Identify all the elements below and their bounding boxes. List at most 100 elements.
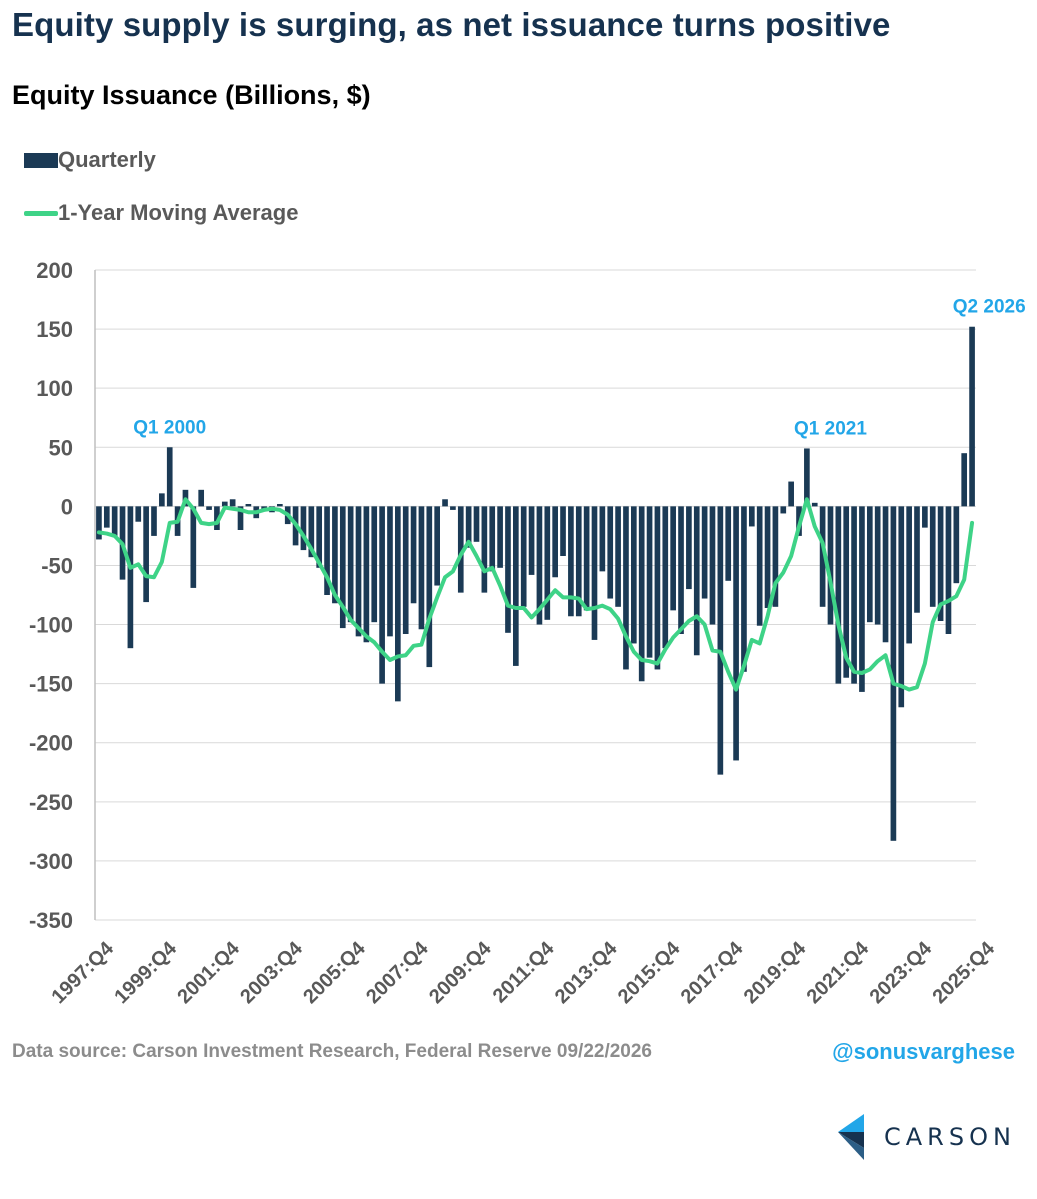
quarterly-bar xyxy=(709,506,716,625)
quarterly-bar xyxy=(355,506,362,637)
quarterly-bar xyxy=(859,506,865,692)
quarterly-bar xyxy=(457,506,464,593)
quarterly-bar xyxy=(772,506,779,607)
quarterly-bar xyxy=(646,506,653,658)
legend-label-moving-average: 1-Year Moving Average xyxy=(58,200,299,225)
quarterly-bar xyxy=(544,506,551,620)
quarterly-bar xyxy=(316,506,323,568)
annotation-label: Q2 2026 xyxy=(953,297,1026,318)
quarterly-bar xyxy=(520,506,527,607)
quarterly-bar xyxy=(914,506,920,613)
quarterly-bar xyxy=(135,506,142,522)
quarterly-bar xyxy=(151,506,157,536)
quarterly-bar xyxy=(300,506,307,551)
annotation-label: Q1 2000 xyxy=(133,417,206,438)
y-tick-label: -200 xyxy=(29,731,73,756)
quarterly-bar xyxy=(583,506,590,611)
quarterly-bar xyxy=(788,481,794,507)
quarterly-bar xyxy=(591,506,598,640)
quarterly-bar xyxy=(843,506,850,678)
quarterly-bar xyxy=(780,506,787,514)
quarterly-bar xyxy=(245,504,252,507)
x-tick-label: 2025:Q4 xyxy=(928,937,999,1008)
quarterly-bar xyxy=(741,506,747,672)
quarterly-bar xyxy=(670,506,676,611)
quarterly-bar xyxy=(159,493,165,507)
quarterly-bar xyxy=(693,506,700,656)
quarterly-bar xyxy=(638,506,645,682)
data-source: Data source: Carson Investment Research,… xyxy=(12,1041,652,1062)
quarterly-bar xyxy=(851,506,857,684)
quarterly-bar xyxy=(756,506,763,626)
x-tick-label: 2007:Q4 xyxy=(362,937,433,1008)
quarterly-bar xyxy=(190,506,197,588)
x-tick-label: 2003:Q4 xyxy=(236,937,307,1008)
carson-logo-text: CARSON xyxy=(884,1123,1016,1151)
quarterly-bar xyxy=(221,501,228,507)
quarterly-bar xyxy=(748,506,755,527)
quarterly-bar xyxy=(505,506,511,633)
chart-title: Equity Issuance (Billions, $) xyxy=(12,80,371,110)
y-tick-label: -300 xyxy=(29,849,73,874)
y-tick-label: -250 xyxy=(29,790,73,815)
quarterly-bar xyxy=(827,506,834,625)
quarterly-bar xyxy=(623,506,629,670)
x-tick-label: 1999:Q4 xyxy=(110,937,181,1008)
quarterly-bar xyxy=(945,506,952,634)
quarterly-bar xyxy=(953,506,960,584)
quarterly-bar xyxy=(450,506,456,510)
quarterly-bar xyxy=(418,506,425,630)
quarterly-bar xyxy=(229,499,236,507)
x-tick-label: 2019:Q4 xyxy=(740,937,811,1008)
x-tick-label: 2015:Q4 xyxy=(614,937,685,1008)
quarterly-bar xyxy=(969,326,975,507)
quarterly-bar xyxy=(686,506,692,590)
y-tick-label: -50 xyxy=(41,553,73,578)
quarterly-bar xyxy=(347,506,354,623)
quarterly-bar xyxy=(890,506,897,841)
quarterly-bar xyxy=(874,506,881,625)
x-tick-label: 1997:Q4 xyxy=(47,937,118,1008)
quarterly-bar xyxy=(599,506,606,572)
annotation-label: Q1 2021 xyxy=(794,418,867,439)
quarterly-bar xyxy=(198,489,205,507)
quarterly-bar xyxy=(489,506,496,572)
carson-logo: CARSON xyxy=(836,1112,1016,1162)
quarterly-bar xyxy=(237,506,244,530)
quarterly-bar xyxy=(206,506,212,510)
quarterly-bar xyxy=(733,506,739,761)
quarterly-bar xyxy=(536,506,543,625)
quarterly-bar xyxy=(717,506,724,775)
quarterly-bar xyxy=(465,506,472,548)
quarterly-bar xyxy=(395,506,401,702)
quarterly-bar xyxy=(898,506,905,708)
quarterly-bar xyxy=(481,506,488,593)
quarterly-bar xyxy=(143,506,149,603)
quarterly-bar xyxy=(387,506,393,637)
page-title: Equity supply is surging, as net issuanc… xyxy=(12,6,891,43)
quarterly-bar xyxy=(701,506,708,599)
quarterly-bar xyxy=(308,506,315,558)
quarterly-bar xyxy=(575,506,582,617)
quarterly-bar xyxy=(882,506,889,643)
quarterly-bar xyxy=(442,499,448,507)
x-tick-label: 2001:Q4 xyxy=(173,937,244,1008)
equity-issuance-chart: 200150100500-50-100-150-200-250-300-350 … xyxy=(29,258,1026,1008)
quarterly-bar xyxy=(528,506,535,575)
annotations: Q1 2000 Q1 2021 Q2 2026 xyxy=(133,297,1025,440)
x-tick-label: 2013:Q4 xyxy=(551,937,622,1008)
x-axis-tick-labels: 1997:Q41999:Q42001:Q42003:Q42005:Q42007:… xyxy=(47,937,999,1008)
y-tick-label: 150 xyxy=(36,317,73,342)
x-tick-label: 2005:Q4 xyxy=(299,937,370,1008)
quarterly-bars xyxy=(96,326,975,841)
x-tick-label: 2017:Q4 xyxy=(677,937,748,1008)
quarterly-bar xyxy=(811,502,818,507)
legend-item-moving-average: 1-Year Moving Average xyxy=(24,200,298,226)
quarterly-bar xyxy=(961,453,968,507)
y-tick-label: -150 xyxy=(29,672,73,697)
quarterly-bar xyxy=(866,506,873,623)
quarterly-bar xyxy=(363,506,370,643)
quarterly-bar xyxy=(819,506,826,607)
quarterly-bar xyxy=(103,506,110,528)
quarterly-bar xyxy=(379,506,385,684)
